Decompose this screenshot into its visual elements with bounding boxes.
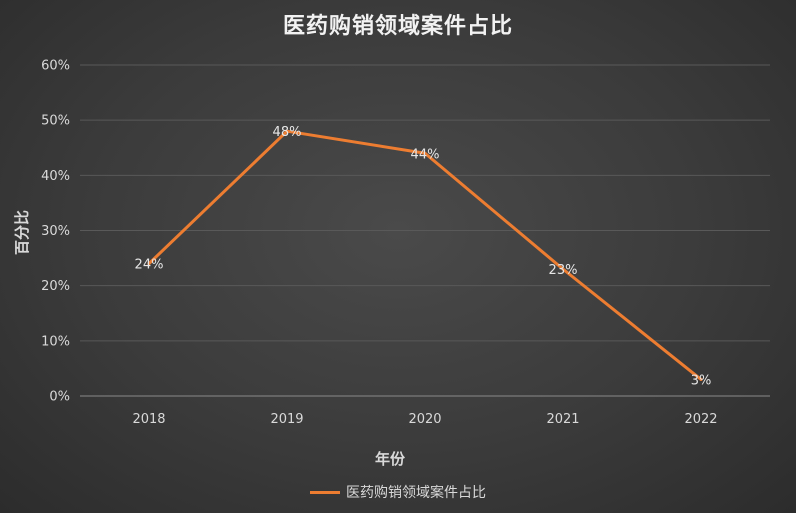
x-tick-label: 2021 <box>546 412 579 427</box>
data-point <box>561 267 565 271</box>
data-point <box>699 377 703 381</box>
data-label: 3% <box>691 373 712 388</box>
x-tick-label: 2018 <box>132 412 165 427</box>
y-tick-label: 40% <box>41 169 70 184</box>
x-tick-labels: 2018 2019 2020 2021 2022 <box>132 412 717 427</box>
y-tick-label: 10% <box>41 334 70 349</box>
series-lines <box>147 129 703 381</box>
y-tick-label: 60% <box>41 59 70 74</box>
x-tick-label: 2020 <box>408 412 441 427</box>
y-axis-title: 百分比 <box>12 209 31 255</box>
y-tick-label: 50% <box>41 114 70 129</box>
legend-label: 医药购销领域案件占比 <box>346 485 486 501</box>
series-line <box>147 129 703 381</box>
data-label: 44% <box>411 147 440 162</box>
chart-title: 医药购销领域案件占比 <box>282 14 513 39</box>
y-tick-label: 20% <box>41 279 70 294</box>
legend: 医药购销领域案件占比 <box>0 482 796 502</box>
y-tick-label: 0% <box>49 390 70 405</box>
y-tick-label: 30% <box>41 224 70 239</box>
x-axis-title: 年份 <box>374 450 405 468</box>
data-label: 23% <box>549 263 578 278</box>
gridlines <box>80 64 770 397</box>
data-point <box>423 151 427 155</box>
data-label: 48% <box>273 125 302 140</box>
legend-swatch <box>310 490 340 494</box>
x-tick-label: 2022 <box>684 412 717 427</box>
data-point <box>285 129 289 133</box>
data-labels: 24% 48% 44% 23% 3% <box>135 125 712 388</box>
data-label: 24% <box>135 258 164 273</box>
data-point <box>147 262 151 266</box>
y-tick-labels: 0% 10% 20% 30% 40% 50% 60% <box>41 59 70 405</box>
x-tick-label: 2019 <box>270 412 303 427</box>
